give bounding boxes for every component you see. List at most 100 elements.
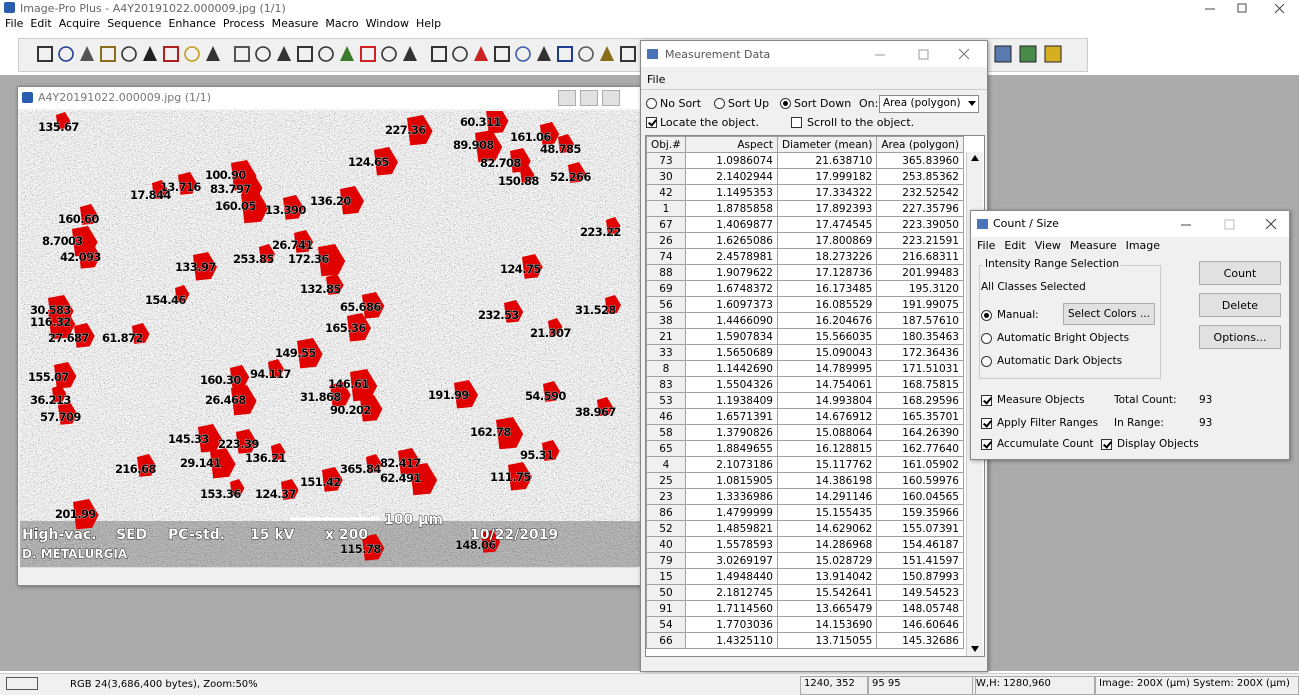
tool-icon[interactable] — [234, 46, 250, 62]
maximize[interactable] — [580, 90, 598, 106]
auto-dark[interactable]: Automatic Dark Objects — [997, 355, 1123, 367]
tool-icon[interactable] — [277, 46, 291, 61]
checkbox[interactable] — [981, 439, 992, 450]
table-row[interactable]: 42 1.1495353 17.334322 232.52542 — [646, 184, 964, 201]
tool-icon[interactable] — [600, 46, 614, 61]
tool-icon[interactable] — [184, 46, 200, 62]
menu-item[interactable]: Process — [222, 17, 265, 30]
tool-icon[interactable] — [360, 46, 376, 62]
menu-item[interactable]: File — [5, 17, 24, 30]
tool-icon[interactable] — [340, 46, 354, 61]
table-row[interactable]: 40 1.5578593 14.286968 154.46187 — [646, 536, 964, 553]
tool-icon[interactable] — [452, 46, 468, 62]
menu-item[interactable]: Measure — [1069, 239, 1117, 252]
select-colors-button[interactable]: Select Colors ... — [1063, 303, 1155, 325]
tool-icon[interactable] — [578, 46, 594, 62]
radio[interactable] — [981, 333, 992, 344]
menu-item[interactable]: Image — [1125, 239, 1161, 252]
scroll-up[interactable] — [971, 155, 979, 161]
table-row[interactable]: 21 1.5907834 15.566035 180.35463 — [646, 328, 964, 345]
table-row[interactable]: 83 1.5504326 14.754061 168.75815 — [646, 376, 964, 393]
menu-item[interactable]: Measure — [271, 17, 319, 30]
header-cell[interactable]: Area (polygon) — [876, 136, 964, 153]
tool-icon[interactable] — [403, 46, 417, 61]
tool-icon[interactable] — [206, 46, 220, 61]
tool-icon[interactable] — [1019, 45, 1037, 63]
header-cell[interactable]: Diameter (mean) — [776, 136, 878, 153]
auto-bright[interactable]: Automatic Bright Objects — [997, 332, 1130, 344]
window-controls[interactable] — [871, 45, 981, 63]
delete-button[interactable]: Delete — [1199, 293, 1281, 317]
radio[interactable] — [780, 98, 791, 109]
table-row[interactable]: 91 1.7114560 13.665479 148.05748 — [646, 600, 964, 617]
tool-icon[interactable] — [494, 46, 510, 62]
tool-icon[interactable] — [318, 46, 334, 62]
menu-item[interactable]: Enhance — [168, 17, 216, 30]
table-row[interactable]: 74 2.4578981 18.273226 216.68311 — [646, 248, 964, 265]
tool-icon[interactable] — [297, 46, 313, 62]
table-row[interactable]: 65 1.8849655 16.128815 162.77640 — [646, 440, 964, 457]
table-row[interactable]: 1 1.8785858 17.892393 227.35796 — [646, 200, 964, 217]
checkbox[interactable] — [791, 117, 802, 128]
toolbar-icons[interactable] — [20, 40, 1084, 68]
tool-icon[interactable] — [58, 46, 74, 62]
menu-item[interactable]: Macro — [325, 17, 359, 30]
tool-icon[interactable] — [163, 46, 179, 62]
close[interactable] — [602, 90, 620, 106]
table-row[interactable]: 58 1.3790826 15.088064 164.26390 — [646, 424, 964, 441]
menu-item[interactable]: Help — [416, 17, 442, 30]
checkbox[interactable] — [1101, 439, 1112, 450]
table-row[interactable]: 33 1.5650689 15.090043 172.36436 — [646, 344, 964, 361]
table-row[interactable]: 30 2.1402944 17.999182 253.85362 — [646, 168, 964, 185]
tool-icon[interactable] — [121, 46, 137, 62]
table-row[interactable]: 79 3.0269197 15.028729 151.41597 — [646, 552, 964, 569]
window-controls[interactable] — [1200, 0, 1299, 16]
display-objects[interactable]: Display Objects — [1117, 438, 1199, 450]
table-row[interactable]: 88 1.9079622 17.128736 201.99483 — [646, 264, 964, 281]
tool-icon[interactable] — [515, 46, 531, 62]
table-row[interactable]: 54 1.7703036 14.153690 146.60646 — [646, 616, 964, 633]
sort-option[interactable]: No Sort — [660, 97, 702, 110]
table-row[interactable]: 86 1.4799999 15.155435 159.35966 — [646, 504, 964, 521]
table-row[interactable]: 38 1.4466090 16.204676 187.57610 — [646, 312, 964, 329]
tool-icon[interactable] — [255, 46, 271, 62]
apply-filter[interactable]: Apply Filter Ranges — [997, 417, 1099, 429]
table-row[interactable]: 73 1.0986074 21.638710 365.83960 — [646, 152, 964, 169]
header-cell[interactable]: Obj.# — [646, 136, 686, 153]
sort-option[interactable]: Sort Up — [728, 97, 770, 110]
tool-icon[interactable] — [37, 46, 53, 62]
tool-icon[interactable] — [80, 46, 94, 61]
scroll-down[interactable] — [971, 646, 979, 652]
table-row[interactable]: 50 2.1812745 15.542641 149.54523 — [646, 584, 964, 601]
menu-item[interactable]: View — [1034, 239, 1061, 252]
table-row[interactable]: 26 1.6265086 17.800869 223.21591 — [646, 232, 964, 249]
radio[interactable] — [714, 98, 725, 109]
menu-item[interactable]: Window — [365, 17, 410, 30]
checkbox[interactable] — [981, 418, 992, 429]
table-row[interactable]: 67 1.4069877 17.474545 223.39050 — [646, 216, 964, 233]
tool-icon[interactable] — [474, 46, 488, 61]
checkbox[interactable] — [646, 117, 657, 128]
table-row[interactable]: 56 1.6097373 16.085529 191.99075 — [646, 296, 964, 313]
table-row[interactable]: 15 1.4948440 13.914042 150.87993 — [646, 568, 964, 585]
table-row[interactable]: 52 1.4859821 14.629062 155.07391 — [646, 520, 964, 537]
tool-icon[interactable] — [537, 46, 551, 61]
sort-option[interactable]: Sort Down — [794, 97, 852, 110]
tool-icon[interactable] — [143, 46, 157, 61]
menu-item[interactable]: Acquire — [58, 17, 101, 30]
menu-item[interactable]: Edit — [1004, 239, 1026, 252]
h-scrollbar[interactable] — [20, 567, 638, 583]
locate-option[interactable]: Locate the object. — [660, 116, 759, 129]
accumulate[interactable]: Accumulate Count — [997, 438, 1094, 450]
table-row[interactable]: 69 1.6748372 16.173485 195.3120 — [646, 280, 964, 297]
tool-icon[interactable] — [620, 46, 636, 62]
tool-icon[interactable] — [994, 45, 1012, 63]
table-row[interactable]: 46 1.6571391 14.676912 165.35701 — [646, 408, 964, 425]
tool-icon[interactable] — [1044, 45, 1062, 63]
table-row[interactable]: 8 1.1442690 14.789995 171.51031 — [646, 360, 964, 377]
header-cell[interactable]: Aspect — [684, 136, 778, 153]
menu-item[interactable]: File — [647, 73, 666, 86]
count-button[interactable]: Count — [1199, 261, 1281, 285]
checkbox[interactable] — [981, 395, 992, 406]
table-row[interactable]: 4 2.1073186 15.117762 161.05902 — [646, 456, 964, 473]
